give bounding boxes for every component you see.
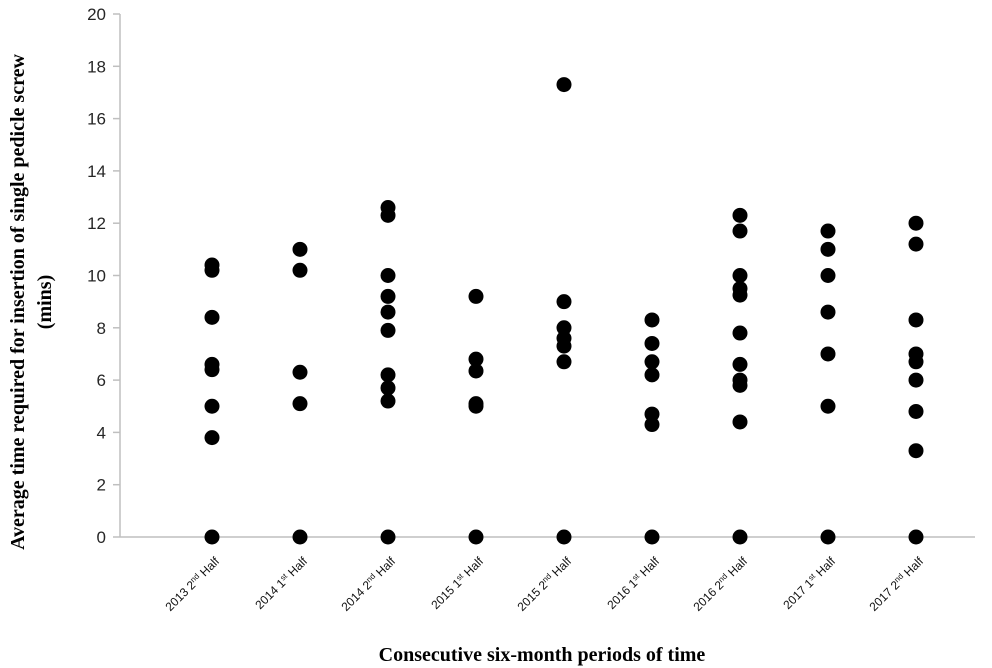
y-tick-label: 12 (87, 214, 106, 233)
y-tick-label: 0 (97, 528, 106, 547)
data-point (732, 325, 748, 341)
x-tick-label: 2014 1st Half (252, 553, 311, 612)
data-point (644, 335, 660, 351)
x-tick-label: 2015 2nd Half (514, 553, 574, 613)
data-point (732, 414, 748, 430)
data-point (204, 309, 220, 325)
x-tick-label: 2013 2nd Half (162, 553, 222, 613)
y-tick-label: 8 (97, 319, 106, 338)
y-tick-label: 18 (87, 57, 106, 76)
data-point (380, 207, 396, 223)
data-point (820, 223, 836, 239)
data-point (732, 287, 748, 303)
data-point (380, 268, 396, 283)
data-point (820, 304, 836, 320)
data-point (292, 529, 308, 545)
y-tick-label: 4 (97, 423, 106, 442)
data-point (380, 288, 396, 304)
x-tick-label: 2017 1st Half (780, 553, 839, 612)
data-point (204, 430, 220, 446)
y-tick-labels: 0 2 4 6 8 10 12 14 16 18 20 (87, 5, 106, 547)
data-point (732, 529, 748, 545)
x-tick-label: 2016 1st Half (604, 553, 663, 612)
data-point (468, 288, 484, 304)
data-point (908, 443, 924, 459)
data-point (644, 354, 660, 370)
data-point (468, 363, 484, 379)
x-tick-label: 2014 2nd Half (338, 553, 398, 613)
y-tick-label: 2 (97, 476, 106, 495)
data-point (204, 262, 220, 278)
data-point (644, 417, 660, 433)
data-point (380, 367, 396, 383)
data-point (380, 380, 396, 396)
data-point (556, 338, 572, 354)
data-point (468, 398, 484, 414)
data-point (292, 241, 308, 257)
y-tick-label: 6 (97, 371, 106, 390)
data-point (820, 346, 836, 362)
data-point (732, 223, 748, 239)
data-point (380, 322, 396, 338)
data-point (292, 396, 308, 412)
data-point (908, 529, 924, 545)
y-tick-label: 16 (87, 110, 106, 129)
data-point (908, 236, 924, 252)
y-axis-title-line-1: Average time required for insertion of s… (7, 54, 29, 550)
data-point (908, 372, 924, 388)
data-point (380, 304, 396, 320)
x-tick-label: 2017 2nd Half (866, 553, 926, 613)
data-point (820, 268, 836, 283)
y-tick-label: 10 (87, 267, 106, 286)
x-tick-label: 2015 1st Half (428, 553, 487, 612)
x-tick-label: 2016 2nd Half (690, 553, 750, 613)
data-point (732, 268, 748, 283)
data-point (204, 398, 220, 414)
y-axis-title-line-2: (mins) (34, 275, 56, 329)
data-point (820, 398, 836, 414)
data-point (820, 241, 836, 257)
data-point (468, 351, 484, 367)
data-point (908, 215, 924, 231)
data-point (380, 393, 396, 409)
data-point (732, 377, 748, 393)
axes (113, 13, 975, 543)
data-point (556, 77, 572, 93)
data-point (732, 356, 748, 372)
data-point (292, 364, 308, 380)
x-axis-title: Consecutive six-month periods of time (379, 644, 706, 666)
y-tick-label: 20 (87, 5, 106, 24)
x-tick-labels: 2013 2nd Half 2014 1st Half 2014 2nd Half 2… (162, 553, 927, 614)
data-point (556, 354, 572, 370)
data-point (204, 529, 220, 545)
data-point (644, 529, 660, 545)
data-point (908, 354, 924, 370)
data-point (204, 362, 220, 378)
data-point (732, 207, 748, 223)
data-point (556, 320, 572, 336)
data-point (644, 367, 660, 383)
data-points (204, 77, 924, 545)
data-point (556, 294, 572, 310)
data-point (908, 403, 924, 419)
data-point (820, 529, 836, 545)
data-point (380, 529, 396, 545)
data-point (556, 529, 572, 545)
data-point (292, 262, 308, 278)
data-point (644, 312, 660, 328)
data-point (468, 529, 484, 545)
y-tick-label: 14 (87, 162, 106, 181)
data-point (644, 406, 660, 422)
data-point (908, 312, 924, 328)
